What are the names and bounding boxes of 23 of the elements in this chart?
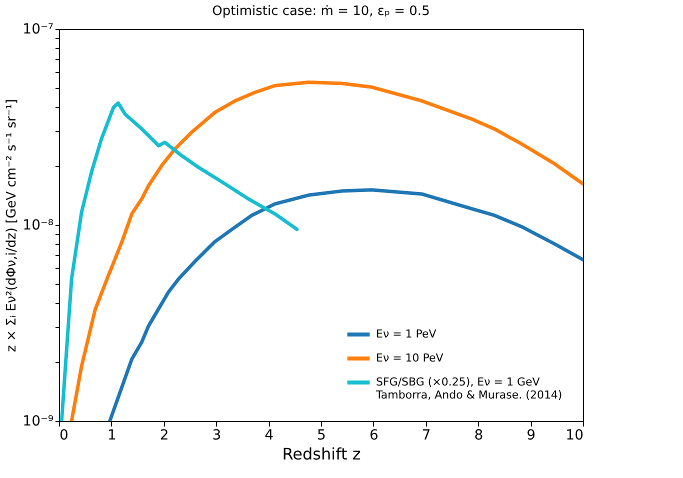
y-tick-label: 10⁻⁷ (22, 22, 54, 38)
y-tick-label: 10⁻⁹ (22, 414, 54, 430)
legend-label: SFG/SBG (×0.25), Eν = 1 GeV Tamborra, Ando & Murase. (2014) (375, 376, 562, 402)
x-tick-label: 1 (107, 428, 116, 444)
x-tick-label: 5 (317, 428, 326, 444)
x-tick-label: 8 (474, 428, 484, 444)
x-tick-label: 4 (264, 428, 274, 444)
legend-label: Eν = 10 PeV (376, 352, 444, 364)
x-tick-label: 0 (60, 428, 68, 444)
x-axis-title: Redshift z (282, 444, 361, 464)
x-tick-label: 9 (526, 428, 536, 444)
x-tick-label: 10 (566, 428, 584, 444)
line-series (60, 101, 299, 421)
x-tick-label: 2 (160, 428, 169, 444)
legend-label: Eν = 1 PeV (376, 328, 437, 340)
chart-title: Optimistic case: ṁ = 10, εₚ = 0.5 (212, 4, 430, 19)
x-tick-label: 3 (212, 428, 222, 444)
y-axis-title: z × Σᵢ Eν²(dΦν,i/dz) [GeV cm⁻² s⁻¹ sr⁻¹] (4, 99, 20, 352)
y-tick-label: 10⁻⁸ (22, 218, 54, 234)
line-series (108, 188, 583, 421)
line-series (70, 80, 583, 421)
x-tick-label: 6 (369, 428, 378, 444)
x-tick-label: 7 (422, 428, 431, 444)
